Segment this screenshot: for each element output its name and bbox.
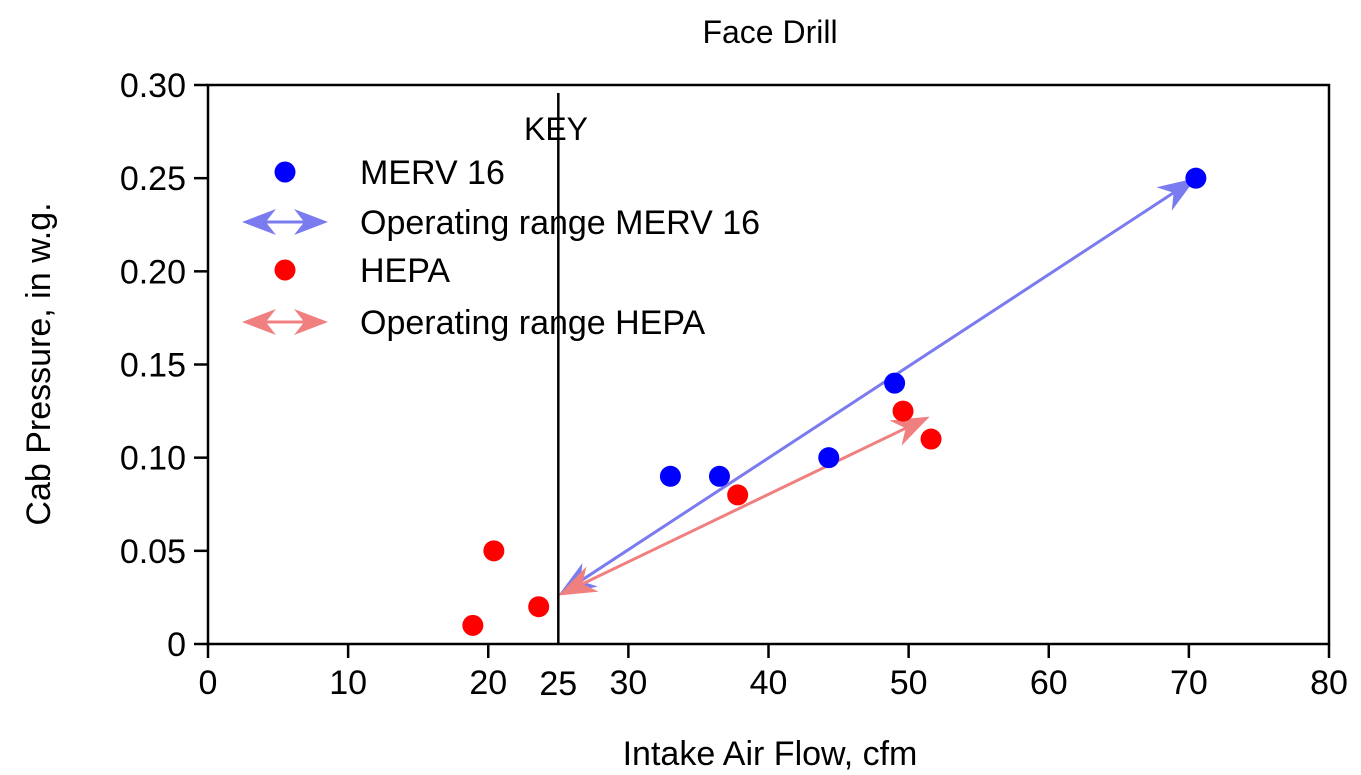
legend-label-hepa: HEPA: [360, 252, 450, 290]
legend-arrow-operating-range-merv-16-head-end: [294, 209, 328, 235]
legend-label-merv-16: MERV 16: [360, 154, 505, 192]
data-point-hepa: [483, 540, 505, 562]
chart-title: Face Drill: [702, 14, 837, 50]
threshold-line-label: 25: [539, 665, 577, 703]
legend-background: [225, 150, 785, 346]
data-point-merv-16: [1185, 167, 1207, 189]
legend-title: KEY: [524, 111, 588, 147]
legend-arrow-operating-range-hepa-head-end: [294, 309, 328, 335]
data-point-hepa: [920, 428, 942, 450]
data-point-merv-16: [708, 465, 730, 487]
x-tick-label: 30: [609, 664, 647, 702]
x-tick-label: 80: [1310, 664, 1348, 702]
operating-range-arrow-merv-16-shaft: [576, 189, 1178, 585]
x-tick-label: 10: [329, 664, 367, 702]
y-tick-label: 0.25: [120, 160, 186, 198]
legend-label-operating-range-merv-16: Operating range MERV 16: [360, 204, 760, 242]
legend-arrow-operating-range-hepa: [242, 309, 328, 335]
data-point-merv-16: [884, 372, 906, 394]
operating-range-arrow-hepa-head-end: [889, 416, 930, 446]
legend-marker-merv-16: [274, 161, 296, 183]
operating-range-arrow-hepa: [558, 416, 930, 596]
y-axis: 0 0.05 0.10 0.15 0.20 0.25 0.30: [120, 67, 208, 664]
legend-marker-hepa: [274, 259, 296, 281]
x-tick-label: 60: [1030, 664, 1068, 702]
legend-label-operating-range-hepa: Operating range HEPA: [360, 304, 706, 342]
y-tick-label: 0.15: [120, 347, 186, 385]
operating-range-arrow-merv-16-head-end: [1156, 178, 1196, 211]
data-point-hepa: [462, 614, 484, 636]
data-point-merv-16: [818, 447, 840, 469]
y-tick-label: 0.20: [120, 253, 186, 291]
data-point-hepa: [528, 596, 550, 618]
legend-arrow-operating-range-merv-16-head-start: [242, 209, 276, 235]
y-tick-label: 0.10: [120, 440, 186, 478]
x-tick-label: 0: [199, 664, 218, 702]
y-tick-label: 0.30: [120, 67, 186, 105]
y-axis-title: Cab Pressure, in w.g.: [20, 202, 58, 525]
legend-entries: MERV 16 Operating range MERV 16 HEPA Operat…: [242, 154, 760, 342]
data-point-hepa: [892, 400, 914, 422]
data-points: [462, 167, 1207, 636]
x-tick-label: 50: [890, 664, 928, 702]
operating-range-arrow-hepa-shaft: [578, 425, 910, 588]
operating-range-arrow-hepa-head-start: [558, 566, 599, 596]
y-tick-label: 0.05: [120, 533, 186, 571]
legend-arrow-operating-range-hepa-head-start: [242, 309, 276, 335]
x-axis: 0 10 20 30 40 50 60 70 80: [199, 644, 1348, 702]
x-tick-label: 20: [469, 664, 507, 702]
x-tick-label: 40: [750, 664, 788, 702]
data-point-hepa: [727, 484, 749, 506]
y-tick-label: 0: [167, 626, 186, 664]
x-tick-label: 70: [1170, 664, 1208, 702]
legend: KEY MERV 16 Operating range MERV 16 HEPA Op…: [225, 111, 785, 346]
x-axis-title: Intake Air Flow, cfm: [623, 735, 918, 773]
legend-arrow-operating-range-merv-16: [242, 209, 328, 235]
operating-ranges: [558, 178, 1196, 596]
data-point-merv-16: [659, 465, 681, 487]
